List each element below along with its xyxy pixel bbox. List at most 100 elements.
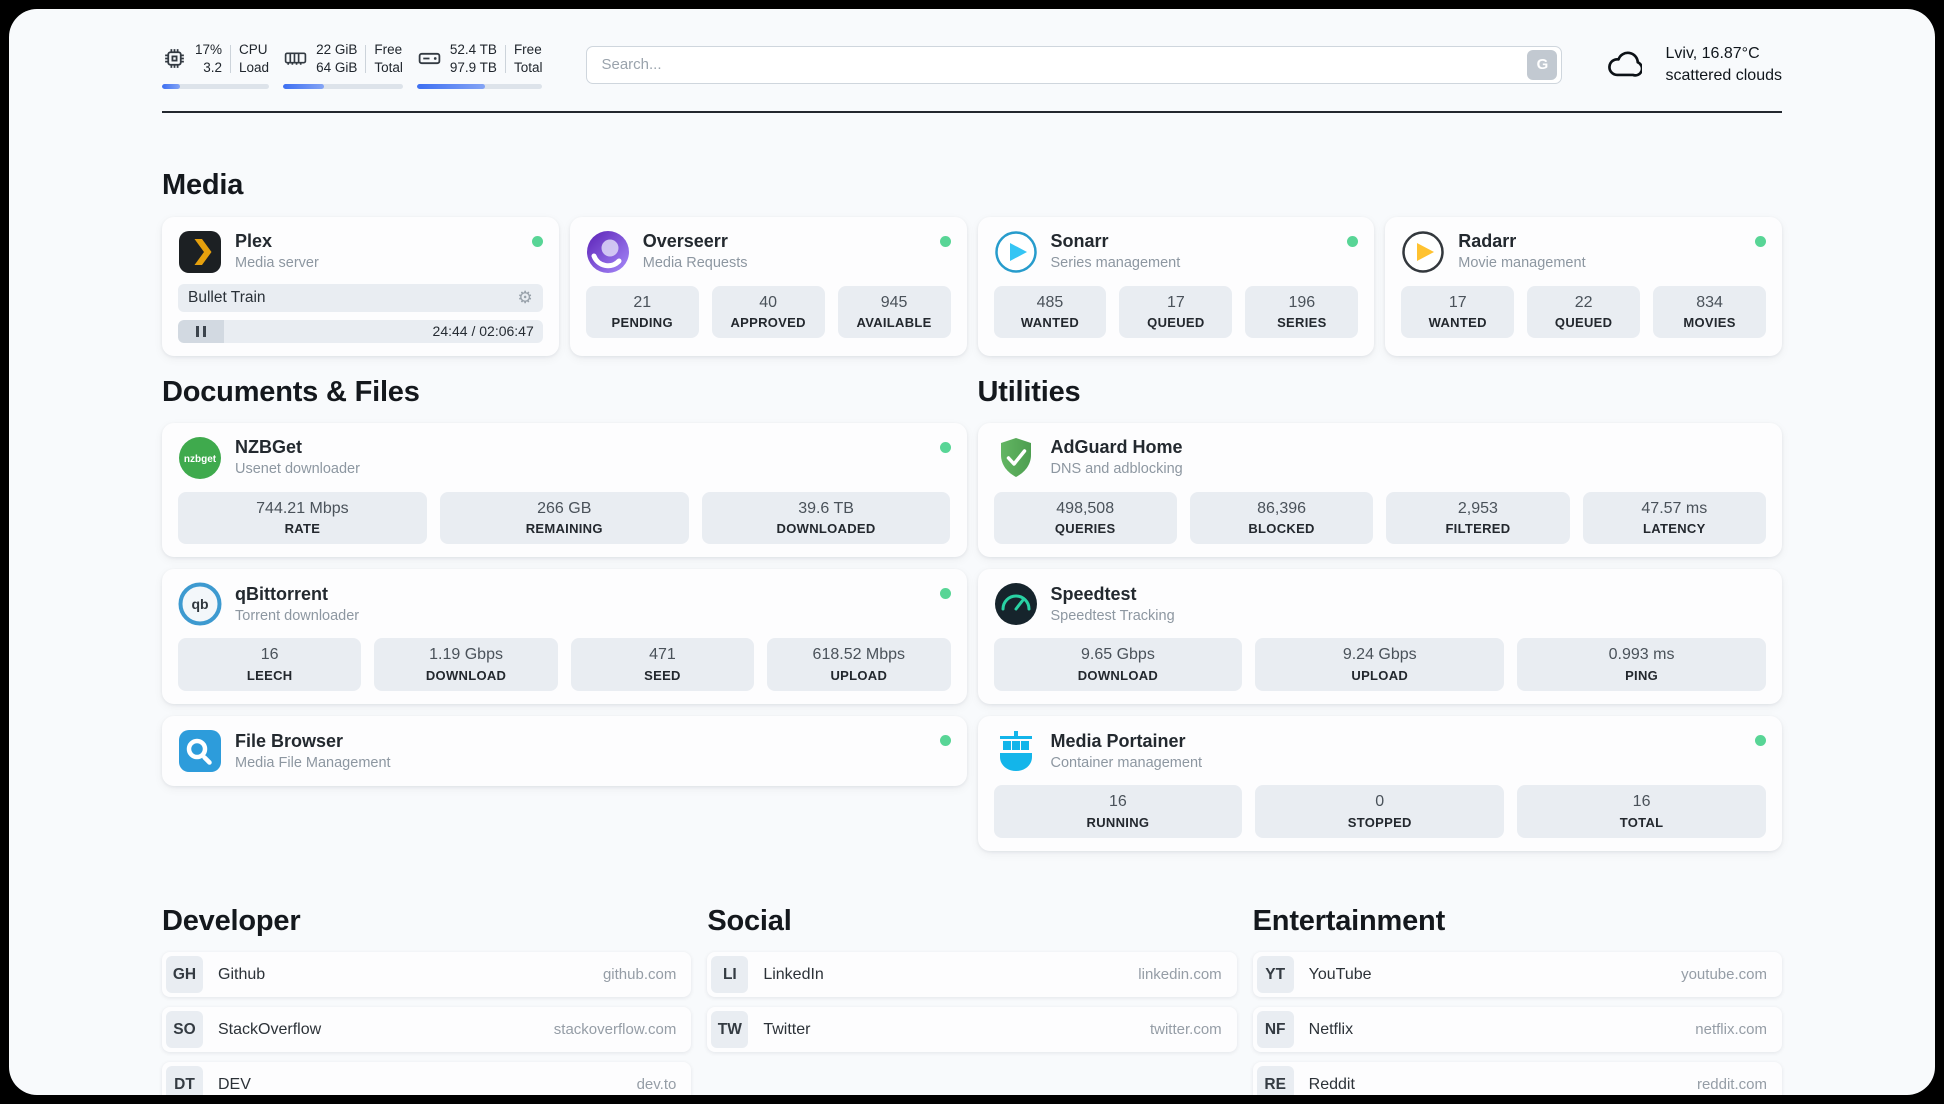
svg-text:qb: qb: [191, 596, 208, 612]
bookmark-name: DEV: [218, 1075, 251, 1093]
search-input[interactable]: [601, 56, 1528, 74]
bookmark-youtube[interactable]: YT YouTube youtube.com: [1252, 952, 1782, 998]
cpu-values: 17% 3.2: [195, 41, 222, 77]
memory-widget: 22 GiB 64 GiB Free Total: [283, 41, 403, 89]
stat-download: 1.19 Gbps DOWNLOAD: [374, 638, 558, 692]
speedtest-card[interactable]: Speedtest Speedtest Tracking 9.65 Gbps DO…: [977, 569, 1782, 705]
app-subtitle: Torrent downloader: [235, 608, 360, 625]
disk-progress-bar: [416, 83, 543, 89]
radarr-card[interactable]: Radarr Movie management 17 WANTED 22 QUEUE…: [1385, 216, 1782, 356]
disk-labels: Free Total: [513, 42, 543, 75]
app-subtitle: Usenet downloader: [235, 461, 360, 478]
developer-column: Developer GH Github github.com SO StackO…: [162, 863, 692, 1095]
bookmarks-grid: Developer GH Github github.com SO StackO…: [162, 863, 1782, 1095]
sonarr-card[interactable]: Sonarr Series management 485 WANTED 17 QUE…: [977, 216, 1375, 356]
linkedin-badge: LI: [711, 956, 749, 994]
bookmark-github[interactable]: GH Github github.com: [162, 952, 692, 998]
status-dot: [1755, 735, 1766, 747]
cloud-icon: [1608, 48, 1654, 82]
dashboard-page: 17% 3.2 CPU Load: [9, 9, 1935, 1095]
entertainment-column: Entertainment YT YouTube youtube.com NF …: [1252, 863, 1782, 1095]
app-name: Sonarr: [1050, 231, 1109, 251]
stat-queries: 498,508 QUERIES: [993, 491, 1177, 545]
stat-upload: 9.24 Gbps UPLOAD: [1255, 638, 1505, 692]
gear-icon[interactable]: ⚙: [517, 287, 533, 307]
bookmark-reddit[interactable]: RE Reddit reddit.com: [1252, 1062, 1782, 1095]
header-divider: [162, 110, 1782, 113]
bookmark-stackoverflow[interactable]: SO StackOverflow stackoverflow.com: [162, 1007, 692, 1053]
bookmark-dev[interactable]: DT DEV dev.to: [162, 1062, 692, 1095]
cpu-icon: [162, 46, 187, 71]
stat-approved: 40 APPROVED: [711, 285, 825, 339]
bookmark-name: Netflix: [1308, 1020, 1354, 1038]
overseerr-card[interactable]: Overseerr Media Requests 21 PENDING 40 APP…: [569, 216, 967, 356]
stat-rate: 744.21 Mbps RATE: [178, 491, 427, 545]
bookmark-url: github.com: [602, 966, 677, 984]
status-dot: [531, 235, 543, 247]
youtube-badge: YT: [1256, 956, 1294, 994]
qbittorrent-card[interactable]: qb qBittorrent Torrent downloader 16 LEEC…: [162, 569, 967, 705]
app-name: Media Portainer: [1050, 730, 1186, 751]
memory-free-value: 22 GiB: [316, 42, 358, 57]
bookmark-url: netflix.com: [1695, 1021, 1767, 1039]
stat-downloaded: 39.6 TB DOWNLOADED: [701, 491, 951, 545]
section-title-utilities: Utilities: [977, 375, 1081, 408]
weather-widget: Lviv, 16.87°C scattered clouds: [1608, 43, 1782, 86]
app-name: qBittorrent: [235, 583, 328, 604]
now-playing-title: Bullet Train: [188, 288, 266, 306]
cpu-widget: 17% 3.2 CPU Load: [162, 41, 270, 89]
playback-time: 24:44 / 02:06:47: [432, 323, 534, 340]
bookmark-url: youtube.com: [1681, 966, 1767, 984]
nzbget-card[interactable]: nzbget NZBGet Usenet downloader 744.21 M…: [162, 422, 967, 558]
bookmark-name: StackOverflow: [218, 1020, 322, 1038]
plex-icon: [178, 230, 222, 274]
nzbget-icon: nzbget: [178, 436, 222, 480]
plex-card[interactable]: Plex Media server Bullet Train ⚙ 24:44 /…: [162, 216, 559, 356]
stat-series: 196 SERIES: [1245, 285, 1359, 339]
weather-condition: scattered clouds: [1665, 66, 1782, 84]
player-progress-bar[interactable]: 24:44 / 02:06:47: [178, 319, 543, 343]
bookmark-linkedin[interactable]: LI LinkedIn linkedin.com: [707, 952, 1237, 998]
svg-text:nzbget: nzbget: [184, 454, 217, 465]
divider: [230, 44, 232, 73]
stat-ping: 0.993 ms PING: [1517, 638, 1766, 692]
disk-free-value: 52.4 TB: [449, 42, 497, 57]
radarr-icon: [1401, 230, 1445, 274]
cpu-load-value: 3.2: [203, 59, 223, 75]
system-widgets: 17% 3.2 CPU Load: [162, 41, 543, 89]
bookmark-name: Twitter: [763, 1020, 811, 1038]
stat-stopped: 0 STOPPED: [1255, 785, 1505, 839]
cpu-percent: 17%: [195, 42, 223, 57]
filebrowser-icon: [178, 729, 222, 773]
disk-total-value: 97.9 TB: [449, 59, 497, 75]
sonarr-icon: [994, 230, 1038, 274]
portainer-card[interactable]: Media Portainer Container management 16 R…: [977, 716, 1782, 852]
bookmark-name: Github: [218, 965, 266, 983]
app-subtitle: Speedtest Tracking: [1050, 608, 1175, 625]
bookmark-url: reddit.com: [1696, 1076, 1767, 1094]
app-name: File Browser: [235, 730, 344, 751]
bookmark-url: dev.to: [636, 1076, 677, 1094]
stat-upload: 618.52 Mbps UPLOAD: [767, 638, 951, 692]
app-name: NZBGet: [235, 437, 302, 457]
app-name: Plex: [235, 231, 273, 251]
bookmark-netflix[interactable]: NF Netflix netflix.com: [1252, 1007, 1782, 1053]
app-name: Overseerr: [642, 231, 728, 251]
bookmark-name: Reddit: [1308, 1075, 1355, 1093]
bookmark-twitter[interactable]: TW Twitter twitter.com: [707, 1007, 1237, 1053]
memory-icon: [283, 46, 308, 71]
overseerr-icon: [586, 230, 630, 274]
dashboard-content: 17% 3.2 CPU Load: [162, 41, 1782, 1095]
adguard-card[interactable]: AdGuard Home DNS and adblocking 498,508 Q…: [977, 422, 1782, 558]
app-subtitle: Movie management: [1458, 255, 1586, 272]
search-bar: G: [586, 45, 1563, 84]
app-name: Speedtest: [1050, 583, 1137, 604]
dev-badge: DT: [166, 1066, 203, 1095]
pause-button[interactable]: [178, 319, 224, 343]
qbittorrent-icon: qb: [178, 582, 222, 626]
status-dot: [1347, 235, 1359, 247]
stat-queued: 22 QUEUED: [1527, 285, 1641, 339]
speedtest-icon: [994, 582, 1038, 626]
search-engine-button[interactable]: G: [1527, 49, 1558, 80]
filebrowser-card[interactable]: File Browser Media File Management: [162, 716, 967, 787]
